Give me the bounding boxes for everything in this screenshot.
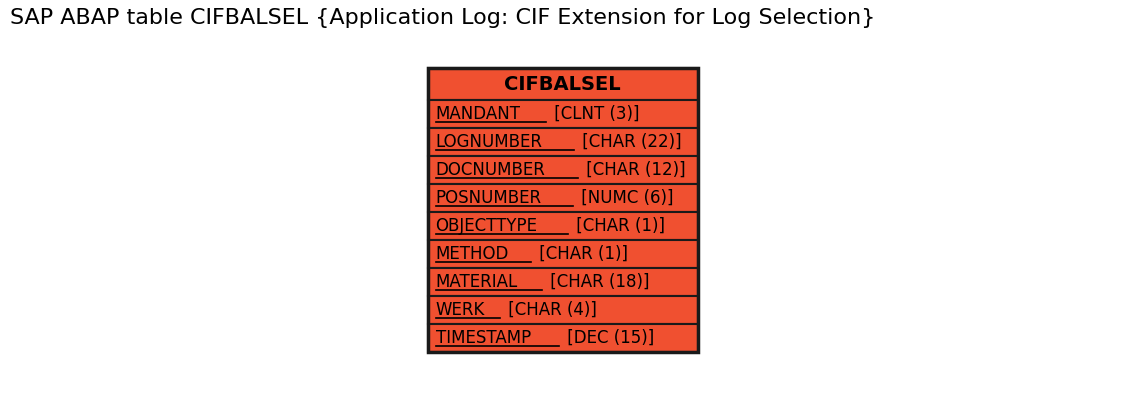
Text: TIMESTAMP: TIMESTAMP [435, 329, 531, 347]
Text: MATERIAL: MATERIAL [435, 273, 518, 291]
Bar [428, 212, 698, 240]
Text: [CHAR (22)]: [CHAR (22)] [577, 133, 682, 151]
Text: [DEC (15)]: [DEC (15)] [562, 329, 655, 347]
Text: OBJECTTYPE: OBJECTTYPE [435, 217, 538, 235]
Bar [428, 68, 698, 352]
Text: CIFBALSEL: CIFBALSEL [504, 75, 621, 93]
Text: [CHAR (12)]: [CHAR (12)] [582, 161, 686, 179]
Text: METHOD: METHOD [435, 245, 508, 263]
Text: [CHAR (1)]: [CHAR (1)] [572, 217, 665, 235]
Text: [NUMC (6)]: [NUMC (6)] [576, 189, 674, 207]
Text: [CLNT (3)]: [CLNT (3)] [549, 105, 639, 123]
Text: DOCNUMBER: DOCNUMBER [435, 161, 546, 179]
Bar [428, 240, 698, 268]
Bar [428, 324, 698, 352]
Text: LOGNUMBER: LOGNUMBER [435, 133, 542, 151]
Bar [428, 184, 698, 212]
Text: POSNUMBER: POSNUMBER [435, 189, 541, 207]
Text: [CHAR (18)]: [CHAR (18)] [546, 273, 650, 291]
Bar [428, 100, 698, 128]
Text: WERK: WERK [435, 301, 485, 319]
Text: [CHAR (4)]: [CHAR (4)] [503, 301, 596, 319]
Bar [428, 128, 698, 156]
Text: SAP ABAP table CIFBALSEL {Application Log: CIF Extension for Log Selection}: SAP ABAP table CIFBALSEL {Application Lo… [10, 8, 875, 28]
Text: MANDANT: MANDANT [435, 105, 521, 123]
Bar [428, 296, 698, 324]
Bar [428, 68, 698, 100]
Bar [428, 156, 698, 184]
Text: [CHAR (1)]: [CHAR (1)] [533, 245, 628, 263]
Bar [428, 268, 698, 296]
